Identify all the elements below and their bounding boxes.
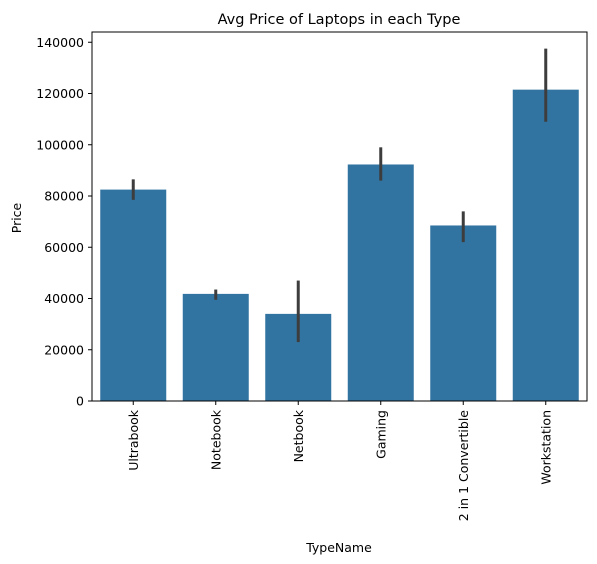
x-tick-label: Gaming (373, 410, 388, 459)
bars-group (100, 89, 579, 401)
y-tick-label: 20000 (44, 342, 84, 357)
bar-notebook (182, 293, 249, 401)
y-axis-label: Price (9, 202, 24, 233)
x-axis-label: TypeName (305, 540, 372, 555)
bar-ultrabook (100, 189, 167, 401)
error-bars-group (131, 48, 548, 343)
x-axis: Ultrabook Notebook Netbook Gaming 2 in 1 Con… (126, 401, 553, 522)
y-tick-label: 120000 (36, 86, 84, 101)
bar-gaming (347, 164, 414, 401)
y-axis: 0 20000 40000 60000 80000 100000 120000 140000 (36, 35, 92, 409)
y-tick-label: 100000 (36, 137, 84, 152)
y-tick-label: 60000 (44, 240, 84, 255)
y-tick-label: 0 (76, 394, 84, 409)
x-tick-label: Ultrabook (126, 409, 141, 471)
x-tick-label: Netbook (291, 409, 306, 462)
x-tick-label: 2 in 1 Convertible (456, 410, 471, 522)
chart-title: Avg Price of Laptops in each Type (218, 12, 461, 28)
plot-frame (91, 31, 588, 402)
y-tick-label: 40000 (44, 291, 84, 306)
y-tick-label: 140000 (36, 35, 84, 50)
y-tick-label: 80000 (44, 189, 84, 204)
bar-workstation (512, 89, 579, 401)
x-tick-label: Notebook (208, 409, 223, 470)
bar-2-in-1-convertible (430, 225, 497, 401)
x-tick-label: Workstation (538, 410, 553, 485)
